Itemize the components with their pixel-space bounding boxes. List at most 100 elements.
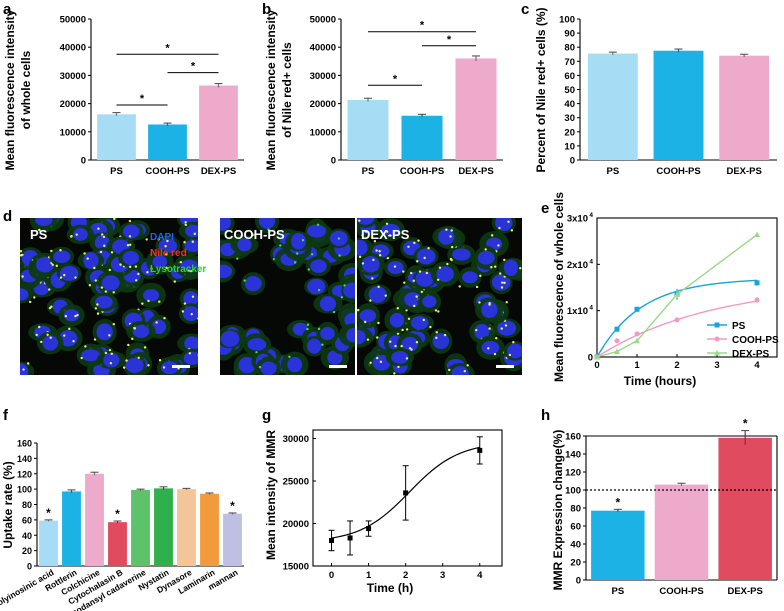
lysosome-dot xyxy=(422,318,425,322)
cell-nucleus xyxy=(357,239,368,256)
lysosome-dot xyxy=(100,233,104,236)
lysosome-dot xyxy=(494,265,497,268)
data-point xyxy=(634,306,640,312)
data-point xyxy=(614,338,620,344)
lysosome-dot xyxy=(21,275,24,278)
cell-nucleus xyxy=(307,278,326,295)
cell-nucleus xyxy=(343,282,355,299)
lysosome-dot xyxy=(107,377,109,379)
y-tick-label: 40 xyxy=(564,99,575,110)
lysosome-dot xyxy=(437,310,440,313)
lysosome-dot xyxy=(179,260,183,264)
lysosome-dot xyxy=(425,271,429,275)
lysosome-dot xyxy=(70,235,73,238)
lysosome-dot xyxy=(500,327,503,330)
lysosome-dot xyxy=(397,365,400,369)
cell-nucleus xyxy=(122,250,140,265)
significance-star: * xyxy=(230,499,235,513)
x-tick-label: 2 xyxy=(674,360,679,371)
chart-c: 0 10 20 30 40 50 60 70 80 90 100 PS COOH-PS DEX-PS xyxy=(559,15,777,177)
lysosome-dot xyxy=(150,267,153,270)
lysosome-dot xyxy=(96,312,100,315)
cell-nucleus xyxy=(96,323,113,341)
lysosome-dot xyxy=(48,306,52,310)
bar-cooh-ps xyxy=(401,115,443,160)
y-tick-label: 80 xyxy=(564,43,575,54)
cell-nucleus xyxy=(401,336,419,352)
lysosome-dot xyxy=(361,262,365,265)
lysosome-dot xyxy=(445,228,448,231)
significance-star: * xyxy=(393,73,398,85)
lysosome-dot xyxy=(394,344,397,348)
lysosome-dot xyxy=(389,340,392,343)
lysosome-dot xyxy=(191,295,195,298)
data-point xyxy=(634,337,640,344)
lysosome-dot xyxy=(449,235,452,238)
lysosome-dot xyxy=(22,368,25,371)
lysosome-dot xyxy=(32,212,34,214)
lysosome-dot xyxy=(358,255,362,259)
stain-legend: DAPI xyxy=(150,232,174,243)
legend-marker xyxy=(714,336,720,342)
y-tick-label: 50000 xyxy=(310,15,336,26)
y-tick-label: 40 xyxy=(22,531,32,541)
data-point xyxy=(594,354,600,360)
scale-bar xyxy=(496,365,514,368)
cell-nucleus xyxy=(220,264,233,279)
x-tick-label: PS xyxy=(362,166,375,177)
cell-nucleus xyxy=(59,265,79,281)
cell-nucleus xyxy=(244,276,262,292)
cell-nucleus xyxy=(20,363,29,375)
data-point xyxy=(329,538,335,543)
lysosome-dot xyxy=(507,220,510,223)
cell-nucleus xyxy=(122,224,140,239)
lysosome-dot xyxy=(164,245,167,248)
legend-label: COOH-PS xyxy=(732,335,779,346)
lysosome-dot xyxy=(427,247,430,250)
lysosome-dot xyxy=(415,295,418,298)
bar-cooh-ps xyxy=(653,50,704,160)
lysosome-dot xyxy=(63,273,66,277)
lysosome-dot xyxy=(358,219,361,222)
lysosome-dot xyxy=(179,374,181,375)
y-tick-label: 25000 xyxy=(283,477,309,488)
y-tick-label: 60 xyxy=(564,71,575,82)
cell-nucleus xyxy=(94,235,110,250)
y-tick-label: 30000 xyxy=(283,434,309,445)
lysosome-dot xyxy=(372,258,375,262)
lysosome-dot xyxy=(126,244,130,247)
lysosome-dot xyxy=(101,378,103,380)
x-tick-label: 2 xyxy=(403,570,408,581)
lysosome-dot xyxy=(128,219,132,223)
lysosome-dot xyxy=(59,276,63,279)
y-tick-label: 20000 xyxy=(60,99,86,110)
lysosome-dot xyxy=(103,244,106,248)
cell-nucleus xyxy=(310,259,327,273)
y-tick-label: 10000 xyxy=(310,127,336,138)
lysosome-dot xyxy=(307,268,311,271)
lysosome-dot xyxy=(519,266,522,270)
lysosome-dot xyxy=(236,257,239,260)
y-tick-label: 80 xyxy=(22,500,32,510)
y-tick-label: 160 xyxy=(17,439,32,449)
lysosome-dot xyxy=(377,321,380,325)
y-tick-label: 30000 xyxy=(310,71,336,82)
significance-star: * xyxy=(115,507,120,521)
lysosome-dot xyxy=(523,266,525,268)
lysosome-dot xyxy=(137,272,140,276)
y-tick-label: 100 xyxy=(17,485,32,495)
lysosome-dot xyxy=(128,235,132,238)
lysosome-dot xyxy=(135,279,138,282)
lysosome-dot xyxy=(458,285,461,288)
cell-nucleus xyxy=(320,326,335,341)
panel-letter-b: b xyxy=(262,1,271,18)
lysosome-dot xyxy=(99,215,101,217)
lysosome-dot xyxy=(415,340,419,344)
lysosome-dot xyxy=(46,333,49,336)
bar-ps xyxy=(97,114,136,160)
lysosome-dot xyxy=(10,289,12,291)
cell-nucleus xyxy=(307,338,322,354)
lysosome-dot xyxy=(220,344,221,347)
cell-nucleus xyxy=(381,223,400,236)
